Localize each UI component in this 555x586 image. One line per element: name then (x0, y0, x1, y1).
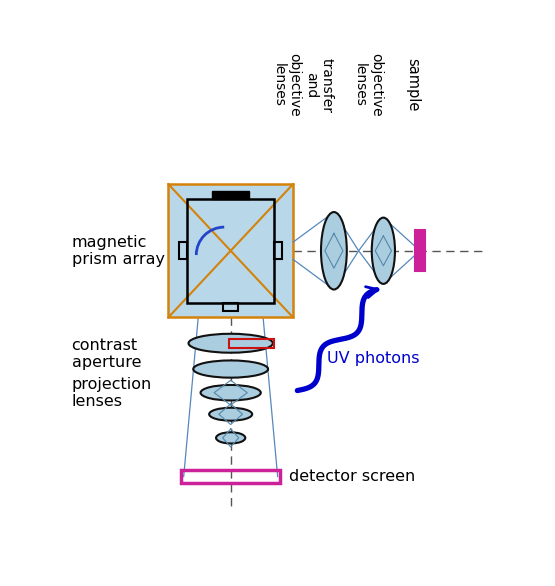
Bar (274, 242, 282, 260)
Text: contrast
aperture: contrast aperture (72, 338, 141, 370)
Ellipse shape (372, 217, 395, 284)
Text: sample: sample (405, 59, 420, 112)
Bar (229, 339, 274, 348)
Bar (181, 470, 280, 483)
Text: transfer
and
objective
lenses: transfer and objective lenses (271, 53, 334, 117)
Bar (212, 191, 249, 199)
Text: projection
lenses: projection lenses (72, 377, 152, 409)
Text: detector screen: detector screen (289, 469, 415, 484)
Bar (415, 230, 425, 271)
Ellipse shape (216, 432, 245, 444)
Text: magnetic
prism array: magnetic prism array (72, 234, 164, 267)
Bar (179, 242, 187, 260)
Text: UV photons: UV photons (327, 351, 420, 366)
Ellipse shape (189, 334, 273, 353)
Ellipse shape (193, 360, 268, 377)
Ellipse shape (321, 212, 347, 289)
Ellipse shape (209, 408, 252, 421)
Bar (168, 184, 293, 318)
Bar (223, 303, 238, 311)
Text: objective
lenses: objective lenses (353, 53, 384, 117)
Bar (187, 199, 274, 303)
Ellipse shape (200, 385, 261, 400)
